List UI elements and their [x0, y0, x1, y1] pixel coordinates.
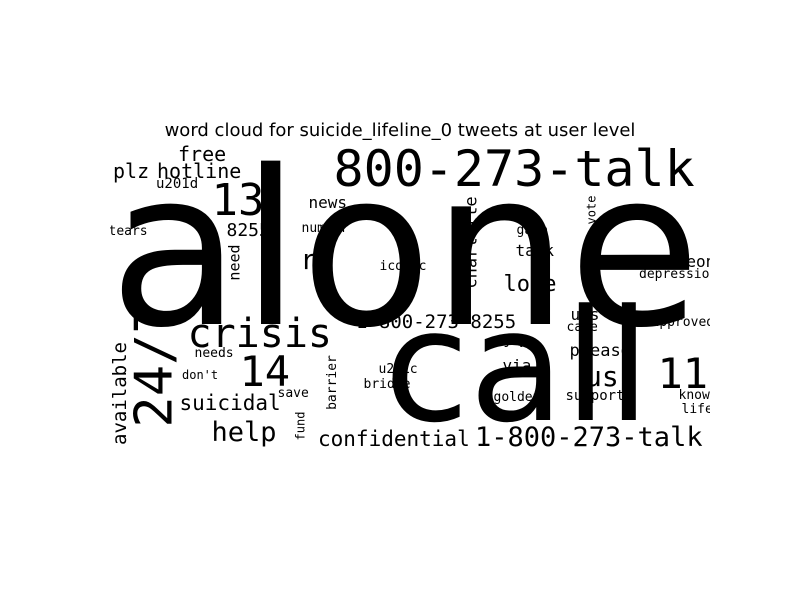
word-support: support: [565, 388, 625, 404]
word-1-800-273-8255: 1-800-273-8255: [356, 310, 517, 333]
word-don-t: don't: [182, 368, 219, 382]
chart-title: word cloud for suicide_lifeline_0 tweets…: [164, 120, 636, 141]
word-joy: joy: [503, 332, 527, 348]
word-u-s: u.s: [570, 305, 600, 324]
word-iconic: iconic: [379, 258, 427, 274]
word-fund: fund: [292, 411, 307, 441]
word-us: us: [585, 360, 619, 393]
word-save: save: [277, 385, 309, 401]
word-800-273-talk: 800-273-talk: [333, 145, 695, 198]
word-bridge: bridge: [363, 376, 411, 392]
word-know: know: [678, 387, 710, 403]
word-approved: approved: [651, 314, 711, 330]
word-life: life: [681, 401, 711, 417]
word-hotline: hotline: [157, 159, 242, 183]
word-crisis: crisis: [187, 311, 333, 357]
word-14: 14: [239, 347, 291, 396]
word-suicidal: suicidal: [179, 390, 281, 415]
word-24-7: 24/7: [124, 302, 185, 428]
word-plz: plz: [113, 159, 150, 183]
word-help: help: [211, 416, 277, 448]
word-love: love: [503, 272, 557, 297]
word-need: need: [225, 243, 244, 281]
word-11: 11: [657, 349, 709, 398]
word-free: free: [178, 145, 227, 166]
word-golden: golden: [493, 389, 541, 405]
word-charlotte: charlotte: [461, 195, 482, 289]
word-gate: gate: [516, 222, 548, 238]
word-8255: 8255: [226, 220, 270, 241]
word-call: call: [384, 275, 651, 451]
word-cloud: alone call 800-273-talk 24/7 crisis 13 14 11 1-8…: [110, 145, 710, 451]
word-vote: vote: [583, 195, 598, 225]
word-13: 13: [211, 175, 265, 226]
word-care: care: [566, 319, 598, 335]
word-confidential: confidential: [318, 426, 470, 451]
word-alone: alone: [110, 145, 701, 375]
word-number: number: [301, 220, 349, 236]
word-talk: talk: [515, 241, 555, 260]
word-tears: tears: [110, 223, 148, 239]
word-rt: rt: [300, 243, 334, 276]
word-1-800-273-talk: 1-800-273-talk: [475, 421, 703, 451]
word-needs: needs: [194, 345, 234, 361]
word-barrier: barrier: [324, 354, 340, 410]
word-u201c: u201c: [378, 361, 418, 377]
word-depression: depression: [639, 266, 710, 282]
word-available: available: [110, 341, 131, 445]
word-please: please: [569, 340, 631, 361]
word-u201d: u201d: [156, 176, 199, 192]
word-news: news: [308, 193, 348, 212]
word-via: via: [502, 356, 532, 375]
